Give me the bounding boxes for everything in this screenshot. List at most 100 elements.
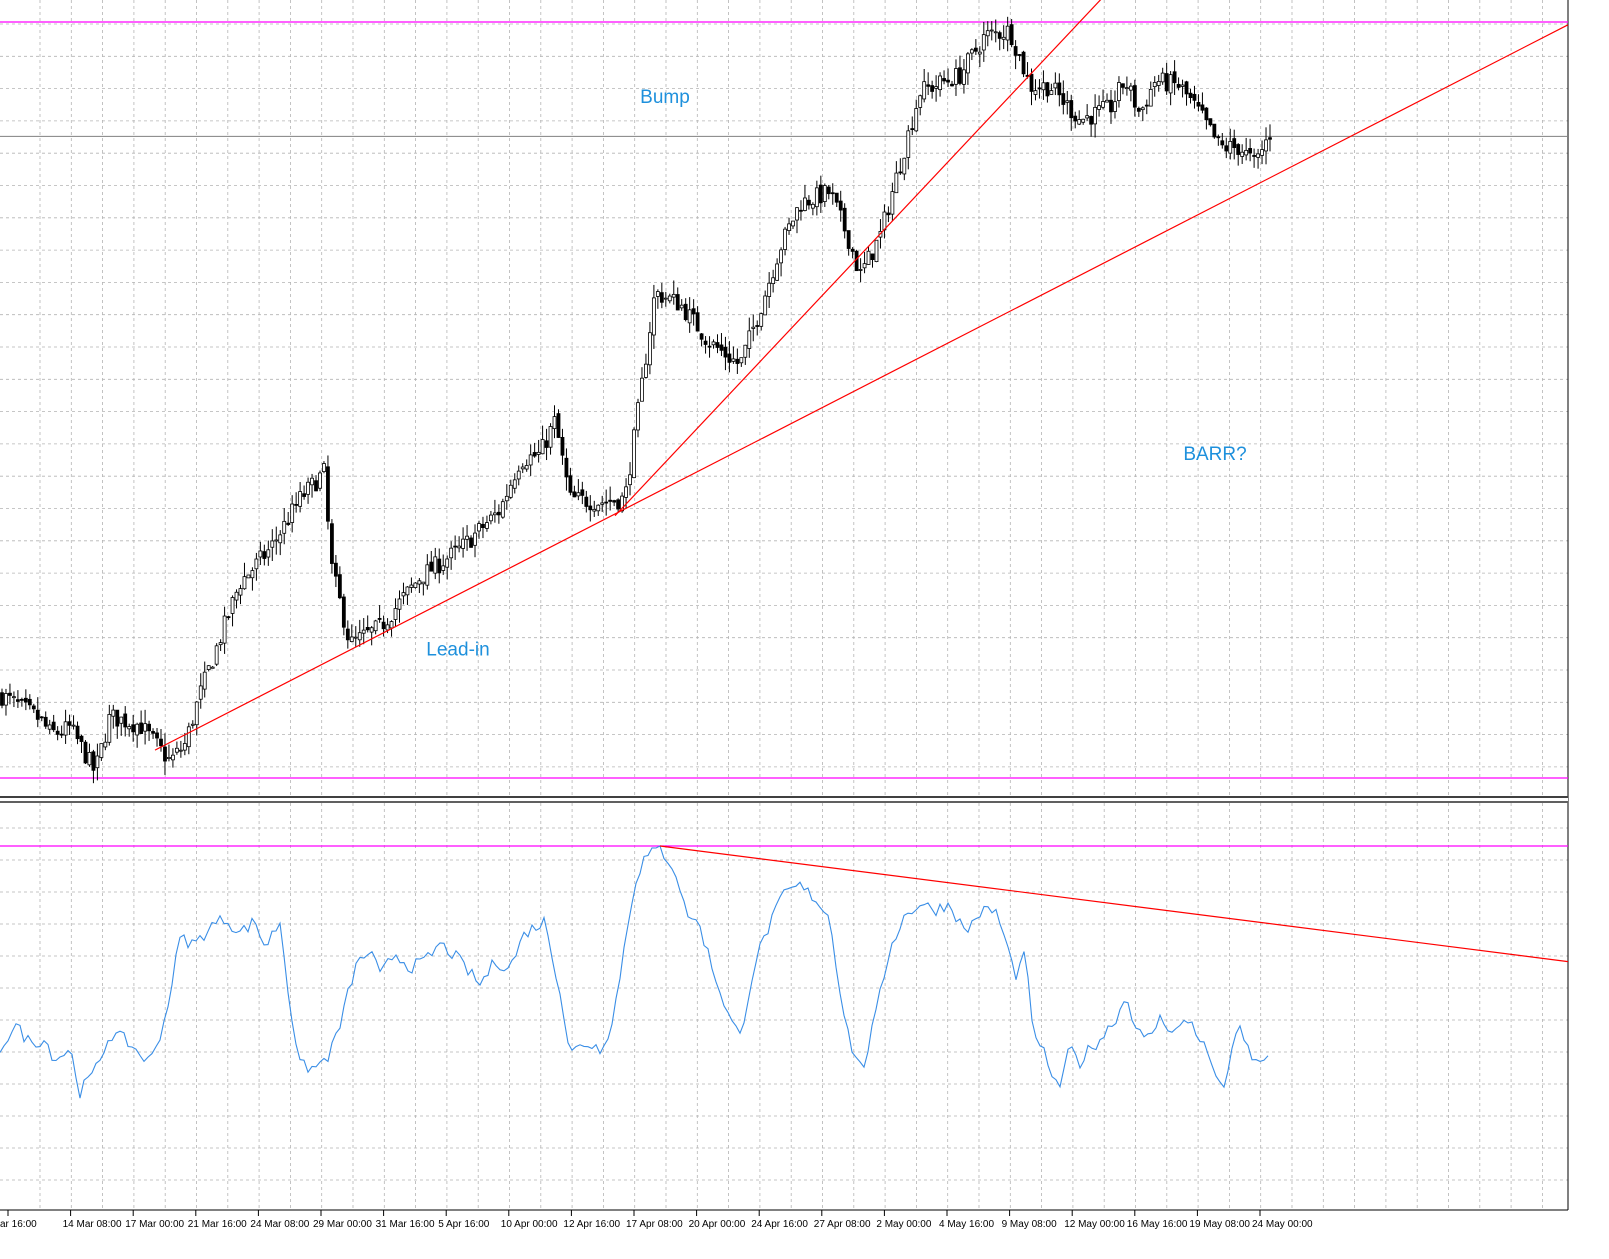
candle — [858, 258, 863, 283]
candle — [1013, 40, 1018, 70]
candle — [437, 548, 442, 584]
candle — [834, 192, 839, 207]
x-tick-label: 12 May 00:00 — [1064, 1219, 1125, 1230]
candle-body — [1097, 105, 1101, 110]
candle-body — [950, 83, 954, 87]
candle-body — [655, 291, 660, 297]
candle — [747, 317, 752, 358]
candle-body — [612, 500, 617, 503]
candle — [1168, 71, 1173, 106]
candle-body — [568, 475, 573, 493]
candle-body — [282, 520, 287, 534]
candle-body — [743, 344, 748, 358]
lead-in-line[interactable] — [154, 24, 1569, 751]
candle — [1156, 74, 1161, 92]
candle-body — [544, 440, 549, 448]
candle — [671, 280, 676, 305]
candle-body — [417, 580, 422, 585]
candle — [842, 203, 847, 239]
candle — [914, 99, 919, 133]
candle — [202, 661, 207, 698]
candle-body — [1268, 137, 1272, 140]
candle — [19, 697, 24, 707]
candle-body — [250, 570, 255, 579]
candle — [866, 246, 871, 265]
indicator-divergence-line[interactable] — [659, 845, 1569, 963]
candle — [47, 719, 52, 734]
candle-body — [1021, 51, 1026, 75]
candle-body — [485, 522, 489, 529]
trendlines[interactable] — [154, 0, 1569, 963]
candle-body — [262, 551, 267, 559]
candle-body — [1037, 87, 1042, 90]
candle — [969, 48, 974, 61]
candle — [75, 721, 80, 745]
candle — [612, 499, 617, 507]
indicator-line — [0, 845, 1269, 1099]
candle — [294, 492, 299, 513]
candle-body — [552, 416, 557, 430]
candle — [886, 206, 891, 223]
candle-body — [751, 326, 756, 329]
candle — [890, 182, 895, 222]
candle-body — [1132, 85, 1137, 108]
candle-body — [155, 732, 159, 739]
candle-body — [791, 220, 795, 227]
candle-body — [1232, 138, 1237, 149]
bump-line[interactable] — [614, 0, 1140, 517]
candle-body — [326, 466, 330, 522]
candle-body — [163, 746, 167, 762]
candle-body — [830, 192, 835, 195]
candle-body — [413, 582, 418, 588]
candle-body — [858, 269, 863, 271]
candle — [997, 30, 1002, 51]
candle-body — [640, 377, 644, 402]
candle — [496, 504, 501, 524]
candle-body — [771, 277, 776, 285]
candle — [966, 51, 970, 85]
candle-body — [1216, 136, 1221, 139]
candle — [596, 504, 601, 516]
candle-body — [699, 333, 704, 340]
candle — [1005, 16, 1010, 52]
x-tick-label: 9 May 08:00 — [1002, 1219, 1057, 1230]
candle-body — [1208, 118, 1213, 126]
candle — [1057, 73, 1062, 107]
candle — [270, 529, 275, 562]
candle — [155, 728, 159, 747]
candle-body — [1105, 99, 1109, 103]
candle — [640, 367, 644, 402]
candle — [421, 581, 426, 596]
candle — [178, 740, 183, 758]
candle — [1101, 89, 1105, 110]
candle — [1065, 90, 1070, 115]
candle-body — [588, 505, 593, 511]
candle-body — [159, 738, 163, 747]
candle — [393, 598, 398, 627]
candle — [707, 336, 712, 358]
x-tick-label: 4 May 16:00 — [939, 1219, 994, 1230]
candle-body — [636, 402, 640, 431]
candle-body — [993, 31, 998, 34]
candle — [12, 691, 16, 708]
candle-body — [1045, 82, 1050, 97]
annotation-label: Lead-in — [426, 639, 489, 660]
candle — [703, 336, 708, 354]
candle — [1152, 76, 1157, 97]
candle — [735, 348, 740, 374]
candle-body — [322, 463, 326, 473]
candle-body — [345, 628, 350, 641]
candle — [779, 247, 783, 277]
candle — [751, 314, 756, 342]
candle-body — [520, 466, 525, 470]
candle-body — [846, 230, 851, 249]
x-tick-label: 12 Apr 16:00 — [563, 1219, 620, 1230]
candle-body — [39, 716, 44, 719]
candle — [1136, 106, 1141, 117]
panel-separator[interactable] — [0, 796, 1568, 803]
candle — [592, 500, 597, 517]
candle-body — [1220, 140, 1225, 146]
candle-body — [1065, 100, 1070, 103]
